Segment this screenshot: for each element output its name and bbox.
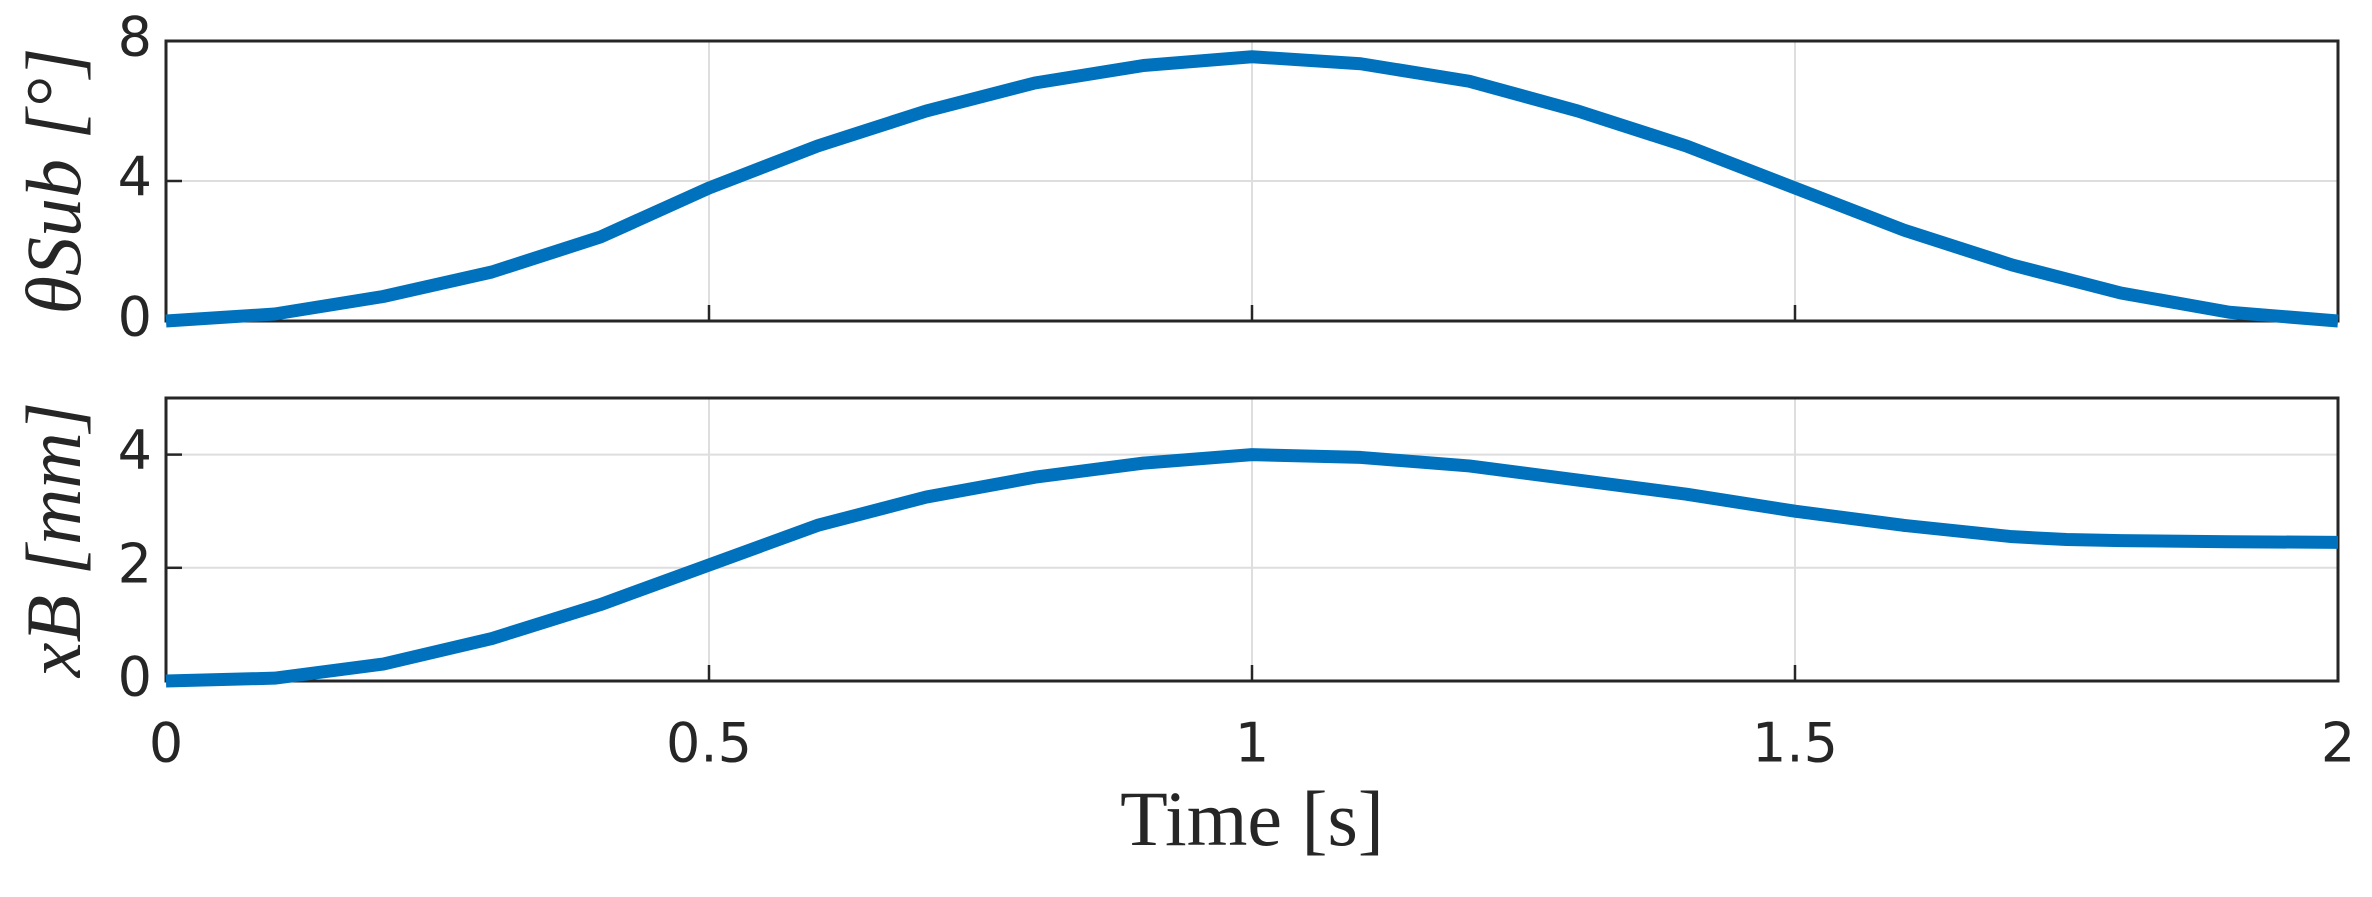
data-line bbox=[165, 50, 2339, 328]
x-axis-label: Time [s] bbox=[1120, 775, 1384, 862]
y-tick-label: 4 bbox=[118, 146, 152, 209]
x-tick-label: 0 bbox=[149, 712, 183, 775]
y-axis-label: xB [mm] bbox=[10, 402, 97, 678]
y-tick-label: 8 bbox=[118, 6, 152, 69]
x-tick-label: 1 bbox=[1235, 712, 1269, 775]
data-line bbox=[165, 448, 2339, 688]
y-tick-label: 2 bbox=[118, 532, 152, 595]
x-tick-label: 1.5 bbox=[1752, 712, 1838, 775]
y-axis-label: θSub [°] bbox=[10, 48, 97, 315]
x-tick-label: 2 bbox=[2321, 712, 2355, 775]
x-tick-label: 0.5 bbox=[666, 712, 752, 775]
y-tick-label: 4 bbox=[118, 419, 152, 482]
axes-box bbox=[164, 39, 2340, 323]
y-tick-label: 0 bbox=[118, 646, 152, 709]
y-tick-label: 0 bbox=[118, 286, 152, 349]
